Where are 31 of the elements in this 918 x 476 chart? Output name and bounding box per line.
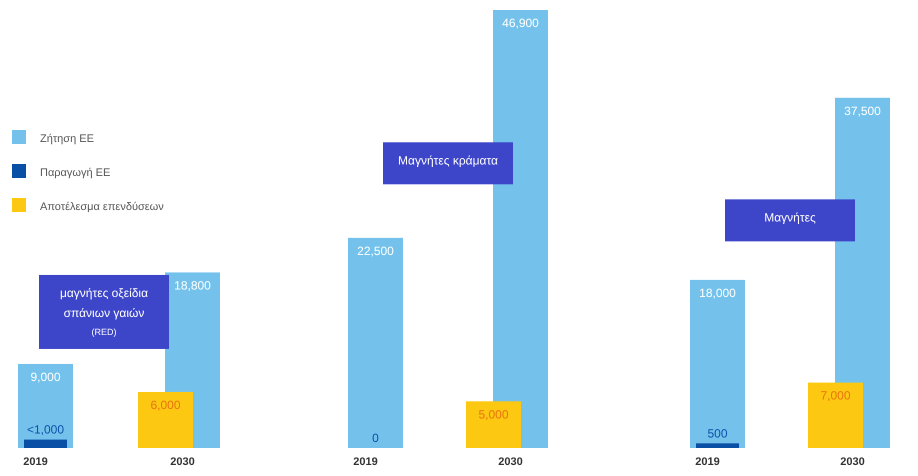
text: Μαγνήτες κράματα xyxy=(398,153,498,168)
bar xyxy=(18,364,73,448)
text: Μαγνήτες xyxy=(764,210,816,224)
data-label: 18,800 xyxy=(174,278,212,292)
text: μαγνήτες οξείδια σπάνιων γαιών xyxy=(60,286,148,320)
x-tick-label: 2019 xyxy=(695,456,720,468)
data-label: 46,900 xyxy=(502,16,540,30)
data-label: 5,000 xyxy=(478,407,509,422)
data-label: <1,000 xyxy=(26,422,64,437)
x-tick-label: 2030 xyxy=(170,456,195,468)
data-label: 0 xyxy=(372,431,380,445)
data-label: 18,000 xyxy=(699,286,736,300)
data-label: 22,500 xyxy=(357,244,394,258)
bar xyxy=(690,280,745,448)
legend-label: Παραγωγή ΕΕ xyxy=(40,167,110,179)
data-label: 37,500 xyxy=(844,104,882,118)
text: (RED) xyxy=(92,326,116,337)
x-tick-label: 2030 xyxy=(840,456,865,468)
legend-label: Ζήτηση ΕΕ xyxy=(40,133,94,145)
x-tick-label: 2019 xyxy=(23,456,48,468)
data-label: 6,000 xyxy=(150,398,181,412)
data-label: 9,000 xyxy=(30,370,61,384)
data-label: 500 xyxy=(707,426,728,440)
bar xyxy=(138,392,193,448)
data-label: 7,000 xyxy=(820,388,851,403)
bar xyxy=(696,443,739,448)
x-tick-label: 2019 xyxy=(353,456,378,468)
legend-label: Αποτέλεσμα επενδύσεων xyxy=(40,201,164,213)
x-tick-label: 2030 xyxy=(498,456,523,468)
bar xyxy=(808,382,863,448)
bar xyxy=(24,440,67,448)
